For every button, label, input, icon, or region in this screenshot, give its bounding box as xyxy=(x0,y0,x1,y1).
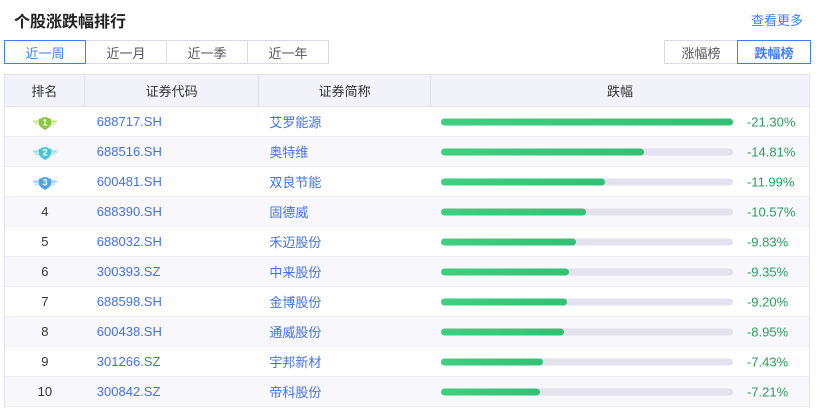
svg-text:3: 3 xyxy=(42,177,47,187)
svg-text:1: 1 xyxy=(42,117,47,127)
svg-text:2: 2 xyxy=(42,147,47,157)
